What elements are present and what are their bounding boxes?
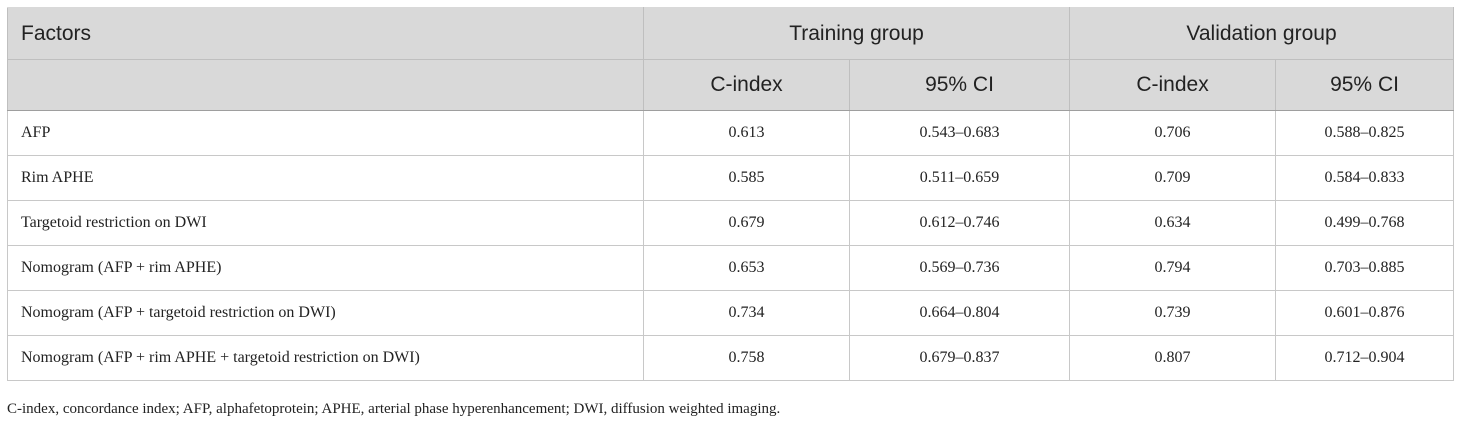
cell-train-ci: 0.543–0.683 (848, 110, 1071, 156)
table-row: Nomogram (AFP + targetoid restriction on… (7, 290, 1455, 336)
header-row-metrics: C-index 95% CI C-index 95% CI (7, 59, 1455, 111)
cell-factor: Targetoid restriction on DWI (7, 200, 644, 246)
header-val-ci: 95% CI (1275, 59, 1455, 111)
cell-val-c-index: 0.706 (1069, 110, 1277, 156)
cell-val-ci: 0.588–0.825 (1275, 110, 1455, 156)
cell-val-c-index: 0.807 (1069, 335, 1277, 381)
cell-val-ci: 0.712–0.904 (1275, 335, 1455, 381)
cell-val-ci: 0.703–0.885 (1275, 245, 1455, 291)
table-row: Nomogram (AFP + rim APHE) 0.653 0.569–0.… (7, 245, 1455, 291)
table-body: AFP 0.613 0.543–0.683 0.706 0.588–0.825 … (7, 110, 1455, 381)
cell-val-c-index: 0.794 (1069, 245, 1277, 291)
cell-val-ci: 0.499–0.768 (1275, 200, 1455, 246)
table-row: Nomogram (AFP + rim APHE + targetoid res… (7, 335, 1455, 381)
cell-val-c-index: 0.739 (1069, 290, 1277, 336)
cell-train-ci: 0.679–0.837 (848, 335, 1071, 381)
cell-train-c-index: 0.758 (643, 335, 850, 381)
cell-val-c-index: 0.709 (1069, 155, 1277, 201)
cell-val-ci: 0.601–0.876 (1275, 290, 1455, 336)
cell-train-c-index: 0.734 (643, 290, 850, 336)
header-empty (7, 59, 644, 111)
table-header: Factors Training group Validation group … (7, 7, 1455, 111)
header-val-c-index: C-index (1069, 59, 1277, 111)
cell-train-c-index: 0.653 (643, 245, 850, 291)
cell-factor: Nomogram (AFP + targetoid restriction on… (7, 290, 644, 336)
header-train-ci: 95% CI (848, 59, 1071, 111)
cell-train-ci: 0.511–0.659 (848, 155, 1071, 201)
cell-train-c-index: 0.679 (643, 200, 850, 246)
cell-train-c-index: 0.613 (643, 110, 850, 156)
cell-train-c-index: 0.585 (643, 155, 850, 201)
header-train-c-index: C-index (643, 59, 850, 111)
cell-factor: Nomogram (AFP + rim APHE + targetoid res… (7, 335, 644, 381)
table-row: Targetoid restriction on DWI 0.679 0.612… (7, 200, 1455, 246)
cell-val-c-index: 0.634 (1069, 200, 1277, 246)
cell-val-ci: 0.584–0.833 (1275, 155, 1455, 201)
table-row: AFP 0.613 0.543–0.683 0.706 0.588–0.825 (7, 110, 1455, 156)
results-table-container: Factors Training group Validation group … (7, 7, 1455, 381)
c-index-table: Factors Training group Validation group … (7, 7, 1455, 381)
cell-factor: AFP (7, 110, 644, 156)
table-footnote: C-index, concordance index; AFP, alphafe… (7, 401, 781, 417)
cell-train-ci: 0.612–0.746 (848, 200, 1071, 246)
cell-train-ci: 0.664–0.804 (848, 290, 1071, 336)
header-training-group: Training group (642, 7, 1071, 60)
header-row-groups: Factors Training group Validation group (7, 7, 1455, 60)
header-factors: Factors (7, 7, 644, 60)
cell-factor: Rim APHE (7, 155, 644, 201)
header-validation-group: Validation group (1069, 7, 1455, 60)
cell-factor: Nomogram (AFP + rim APHE) (7, 245, 644, 291)
cell-train-ci: 0.569–0.736 (848, 245, 1071, 291)
table-row: Rim APHE 0.585 0.511–0.659 0.709 0.584–0… (7, 155, 1455, 201)
